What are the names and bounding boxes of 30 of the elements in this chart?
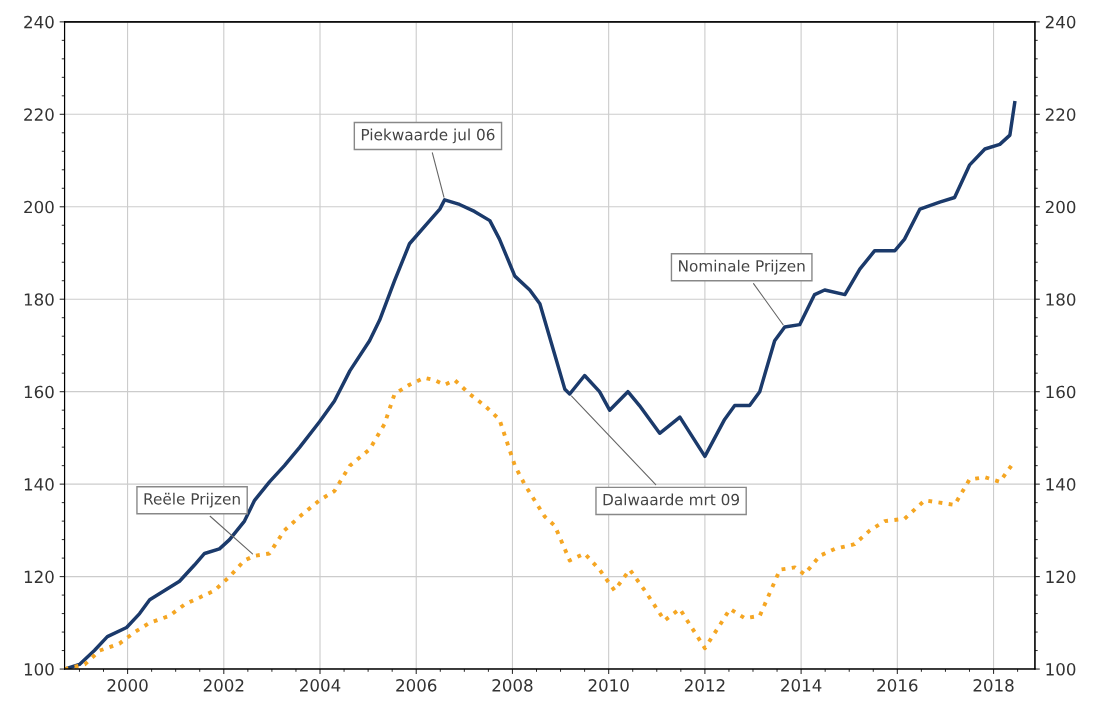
x-tick-label: 2010 <box>588 679 629 692</box>
y-tick-label: 160 <box>24 385 54 399</box>
y2-tick-label: 180 <box>1046 293 1076 306</box>
x-tick-label: 2018 <box>973 679 1014 692</box>
y-tick-label: 180 <box>24 293 54 306</box>
y2-tick-label: 120 <box>1046 570 1076 584</box>
y2-tick-label: 200 <box>1045 200 1076 214</box>
annotation: Reële Prijzen <box>144 492 240 508</box>
y2-tick-label: 240 <box>1045 15 1076 29</box>
y2-tick-label: 100 <box>1046 663 1076 676</box>
y2-tick-label: 140 <box>1046 478 1076 491</box>
annotation: Dalwaarde mrt 09 <box>603 493 740 506</box>
x-tick-label: 2016 <box>877 679 918 692</box>
annotation: Nominale Prijzen <box>679 259 805 275</box>
y-tick-label: 200 <box>24 200 54 214</box>
x-tick-label: 2014 <box>781 679 822 692</box>
x-tick-label: 2000 <box>107 679 148 692</box>
x-tick-label: 2012 <box>684 679 725 692</box>
x-tick-label: 2008 <box>492 679 533 692</box>
x-tick-label: 2002 <box>203 679 244 692</box>
y-tick-label: 120 <box>24 570 54 584</box>
y2-tick-label: 220 <box>1045 108 1076 121</box>
y-tick-label: 220 <box>24 108 54 121</box>
y-tick-label: 240 <box>24 15 54 29</box>
y-tick-label: 100 <box>24 663 54 676</box>
x-tick-label: 2006 <box>396 679 437 692</box>
annotation: Piekwaarde jul 06 <box>361 128 495 144</box>
y-tick-label: 140 <box>24 478 54 491</box>
x-tick-label: 2004 <box>300 679 341 692</box>
y2-tick-label: 160 <box>1046 385 1076 399</box>
